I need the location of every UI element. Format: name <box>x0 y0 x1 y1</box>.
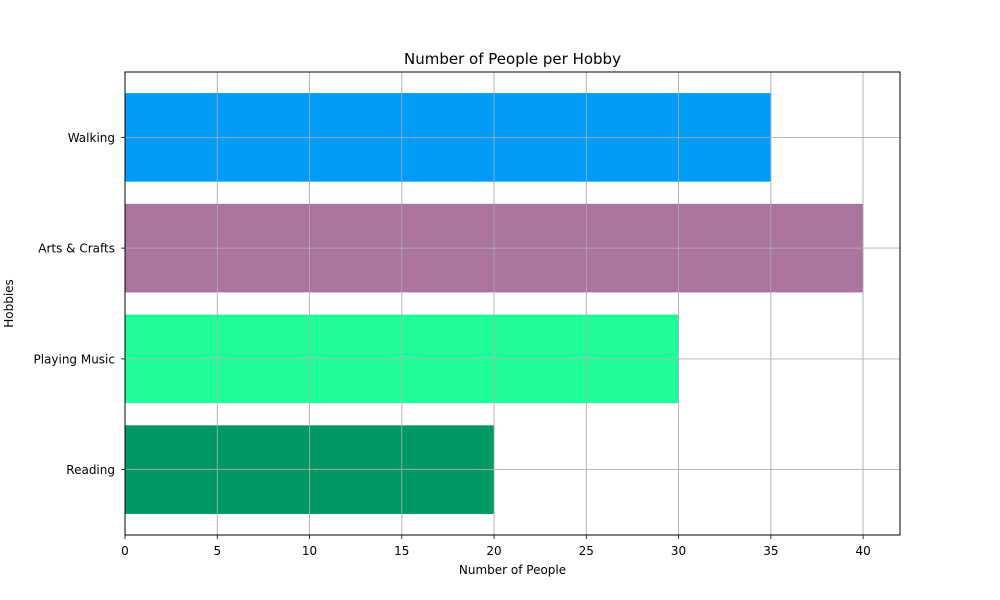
x-tick-label: 25 <box>579 544 594 558</box>
x-tick-label: 30 <box>671 544 686 558</box>
plot-frame <box>124 71 901 536</box>
y-tick-label: Walking <box>68 131 115 145</box>
x-tick-label: 35 <box>763 544 778 558</box>
axis-ticks: 0 5 10 15 20 25 30 35 40 Reading Playing Music Arts… <box>33 131 870 558</box>
x-tick-label: 5 <box>213 544 221 558</box>
chart-title: Number of People per Hobby <box>404 50 621 68</box>
y-tick-label: Playing Music <box>33 352 115 366</box>
x-tick-label: 15 <box>394 544 409 558</box>
x-tick-label: 40 <box>855 544 870 558</box>
x-tick-label: 0 <box>121 544 129 558</box>
y-tick-label: Arts & Crafts <box>38 242 115 256</box>
x-axis-label: Number of People <box>459 563 566 577</box>
x-tick-label: 10 <box>302 544 317 558</box>
y-tick-label: Reading <box>66 463 115 477</box>
x-tick-label: 20 <box>486 544 501 558</box>
y-axis-label: Hobbies <box>2 279 16 328</box>
